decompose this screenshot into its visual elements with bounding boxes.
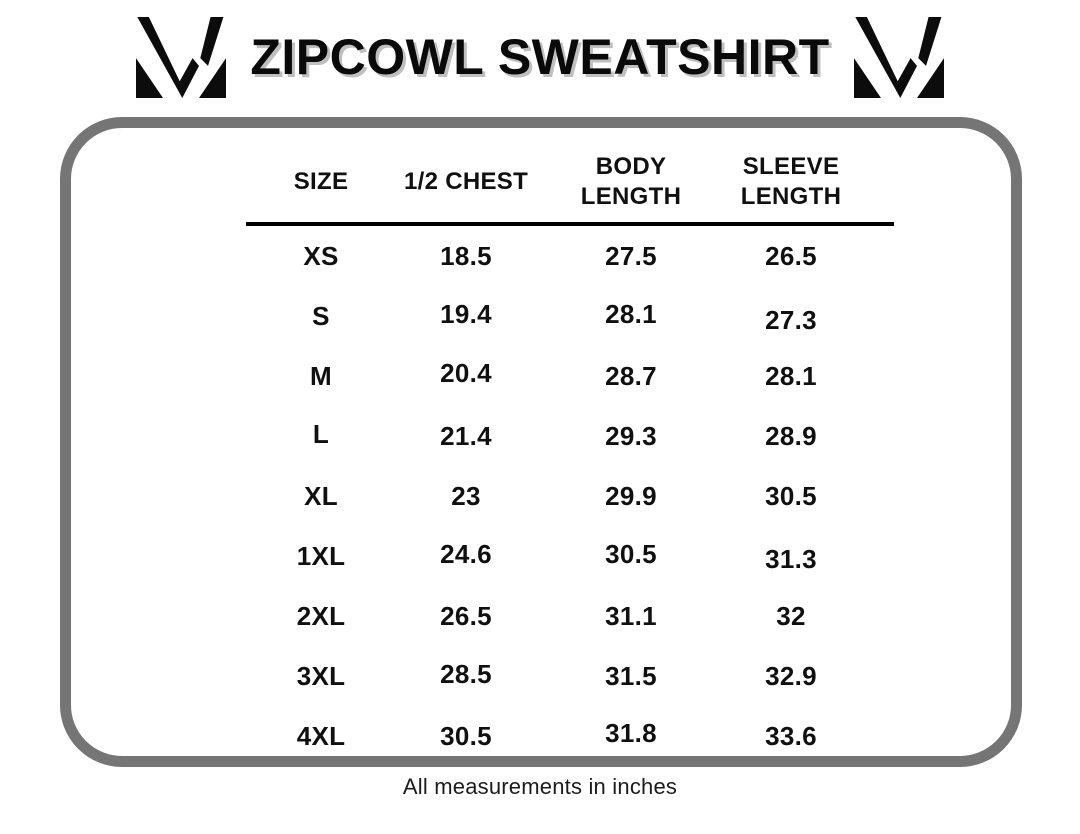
column-header-sleeve-length: SLEEVE LENGTH bbox=[736, 144, 846, 220]
column-header-label: 1/2 CHEST bbox=[403, 168, 529, 195]
cell-half-chest: 24.6 bbox=[440, 538, 492, 569]
brand-m-checkmark-icon bbox=[853, 16, 944, 98]
column-header-body-length: BODY LENGTH bbox=[526, 144, 736, 220]
column-header-size: SIZE bbox=[236, 144, 406, 220]
cell-body-length: 27.5 bbox=[605, 240, 657, 271]
size-chart-panel: SIZE 1/2 CHEST BODY LENGTH SLEEVE LENGTH… bbox=[60, 117, 1022, 767]
cell-half-chest: 18.5 bbox=[440, 240, 492, 271]
column-header-label: BODY bbox=[595, 153, 667, 180]
cell-sleeve-length: 32.9 bbox=[765, 660, 817, 691]
cell-size: S bbox=[312, 300, 330, 331]
cell-body-length: 30.5 bbox=[605, 538, 657, 569]
size-chart-table: SIZE 1/2 CHEST BODY LENGTH SLEEVE LENGTH… bbox=[236, 144, 894, 766]
cell-half-chest: 19.4 bbox=[440, 298, 492, 329]
cell-sleeve-length: 31.3 bbox=[765, 543, 817, 574]
cell-body-length: 28.7 bbox=[605, 360, 657, 391]
cell-size: 4XL bbox=[296, 720, 346, 751]
cell-body-length: 31.1 bbox=[605, 600, 657, 631]
cell-sleeve-length: 28.1 bbox=[765, 360, 817, 391]
cell-half-chest: 23 bbox=[451, 480, 481, 511]
cell-body-length: 31.8 bbox=[605, 717, 657, 748]
cell-sleeve-length: 33.6 bbox=[765, 720, 817, 751]
column-header-half-chest: 1/2 CHEST bbox=[403, 144, 529, 220]
measurements-note: All measurements in inches bbox=[402, 774, 678, 799]
cell-size: M bbox=[310, 360, 332, 391]
cell-size: 2XL bbox=[296, 600, 346, 631]
column-header-label: LENGTH bbox=[580, 183, 682, 210]
cell-sleeve-length: 30.5 bbox=[765, 480, 817, 511]
brand-m-checkmark-icon bbox=[136, 16, 227, 98]
column-header-label: SLEEVE bbox=[742, 153, 840, 180]
cell-size: 3XL bbox=[296, 660, 346, 691]
page-header: ZIPCOWL SWEATSHIRT bbox=[0, 8, 1080, 106]
cell-half-chest: 21.4 bbox=[440, 420, 492, 451]
cell-half-chest: 30.5 bbox=[440, 720, 492, 751]
column-header-label: LENGTH bbox=[740, 183, 842, 210]
cell-size: XL bbox=[304, 480, 338, 511]
cell-body-length: 29.3 bbox=[605, 420, 657, 451]
cell-size: L bbox=[312, 418, 330, 449]
cell-sleeve-length: 28.9 bbox=[765, 420, 817, 451]
cell-sleeve-length: 32 bbox=[776, 600, 806, 631]
cell-body-length: 29.9 bbox=[605, 480, 657, 511]
cell-half-chest: 26.5 bbox=[440, 600, 492, 631]
cell-size: XS bbox=[303, 240, 339, 271]
cell-body-length: 28.1 bbox=[605, 298, 657, 329]
page-title: ZIPCOWL SWEATSHIRT bbox=[250, 29, 830, 85]
cell-half-chest: 20.4 bbox=[440, 357, 492, 388]
cell-half-chest: 28.5 bbox=[440, 658, 492, 689]
cell-sleeve-length: 26.5 bbox=[765, 240, 817, 271]
cell-sleeve-length: 27.3 bbox=[765, 304, 817, 335]
header-divider bbox=[246, 222, 894, 226]
cell-body-length: 31.5 bbox=[605, 660, 657, 691]
cell-size: 1XL bbox=[296, 540, 346, 571]
column-header-label: SIZE bbox=[293, 168, 349, 195]
